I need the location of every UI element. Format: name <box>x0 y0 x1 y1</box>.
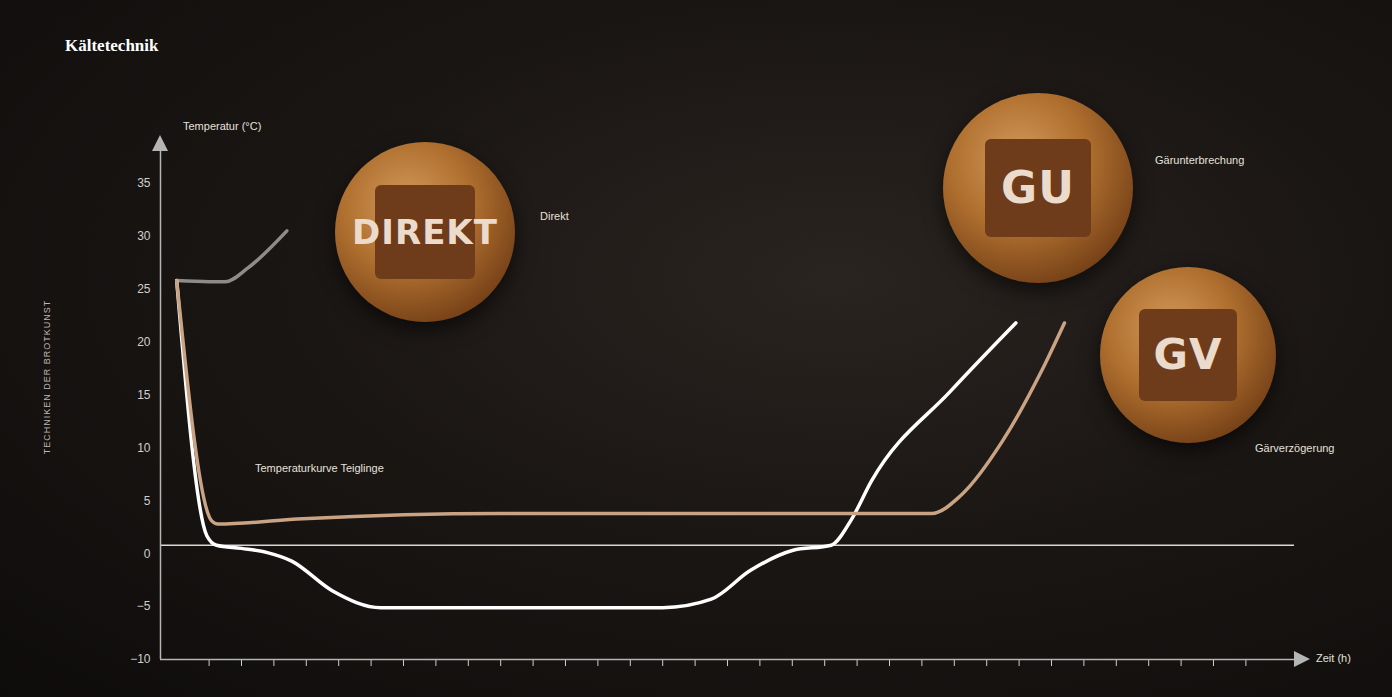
html-text:GU: GU <box>1001 162 1075 214</box>
svg-text:5: 5 <box>144 494 151 508</box>
html-text:Direkt: Direkt <box>540 210 569 222</box>
html-text:TECHNIKEN DER BROTKUNST: TECHNIKEN DER BROTKUNST <box>42 299 53 455</box>
svg-text:−10: −10 <box>130 652 151 666</box>
html-text:Gärunterbrechung: Gärunterbrechung <box>1155 154 1245 166</box>
svg-text:10: 10 <box>137 441 151 455</box>
svg-text:25: 25 <box>137 282 151 296</box>
svg-text:35: 35 <box>137 176 151 190</box>
html-text:GV: GV <box>1153 330 1223 380</box>
svg-text:30: 30 <box>137 229 151 243</box>
html-text:Temperatur (°C): Temperatur (°C) <box>183 120 262 132</box>
svg-text:15: 15 <box>137 388 151 402</box>
html-text:Zeit (h): Zeit (h) <box>1316 652 1351 664</box>
html-text:DIREKT: DIREKT <box>352 212 498 252</box>
svg-text:20: 20 <box>137 335 151 349</box>
html-text:Gärverzögerung: Gärverzögerung <box>1255 442 1335 454</box>
html-text:Temperaturkurve Teiglinge: Temperaturkurve Teiglinge <box>255 462 384 474</box>
html-text:Kältetechnik: Kältetechnik <box>65 36 159 55</box>
svg-text:0: 0 <box>144 547 151 561</box>
svg-text:−5: −5 <box>137 599 151 613</box>
